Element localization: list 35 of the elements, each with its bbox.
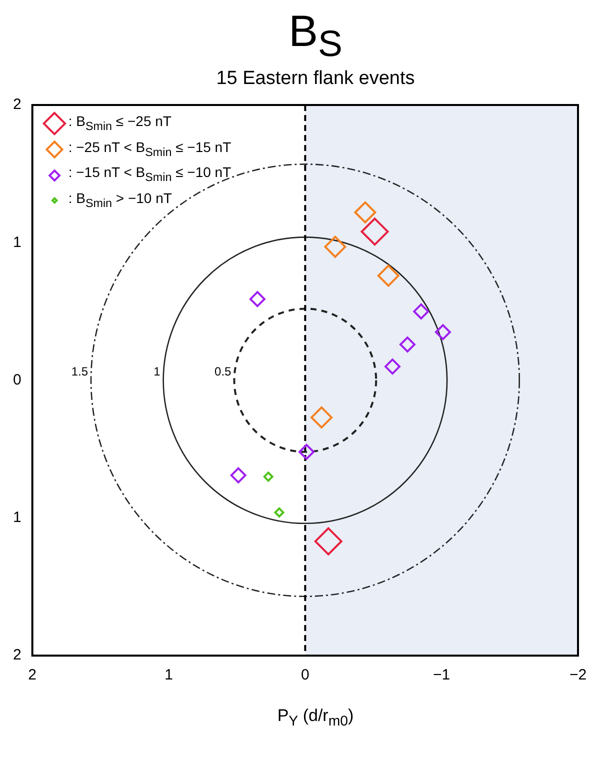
point	[360, 217, 389, 246]
point	[249, 290, 266, 307]
y-tick-label: 1	[13, 508, 22, 526]
point	[354, 201, 376, 224]
point	[314, 527, 342, 556]
y-tick-label: 2	[13, 96, 22, 113]
x-tick-label: 1	[164, 666, 173, 684]
point	[384, 358, 400, 374]
point	[230, 467, 246, 484]
chart-subtitle: 15 Eastern flank events	[215, 68, 416, 90]
x-tick-label: −1	[433, 666, 450, 684]
y-tick-label: 2	[13, 646, 22, 664]
annotation: 1.5	[71, 364, 88, 378]
point	[399, 336, 416, 352]
annotation: 1	[154, 364, 161, 378]
point	[298, 444, 315, 460]
point	[310, 406, 333, 428]
legend-label: : −25 nT < B$_{Smin}$ ≤ −15 nT	[68, 138, 232, 160]
point	[324, 236, 346, 258]
x-tick-label: 2	[28, 666, 37, 684]
y-tick-label: 0	[13, 371, 22, 388]
point	[263, 471, 274, 482]
x-tick-label: −2	[569, 666, 587, 684]
x-tick-label: 0	[301, 666, 310, 684]
legend-label: : B$_{Smin}$ > −10 nT	[68, 189, 172, 212]
point	[274, 507, 284, 518]
point	[434, 324, 451, 340]
point	[377, 264, 400, 286]
chart-title: B$_{S}$	[288, 7, 344, 66]
y-tick-label: 1	[13, 234, 22, 251]
legend-label: : B$_{Smin}$ ≤ −25 nT	[68, 112, 172, 135]
x-axis-title: P$_{Y}$ (d/r$_{m0}$)	[276, 706, 355, 730]
point	[413, 303, 430, 320]
annotation: 0.5	[214, 364, 232, 378]
legend-label: : −15 nT < B$_{Smin}$ ≤ −10 nT	[68, 163, 232, 186]
